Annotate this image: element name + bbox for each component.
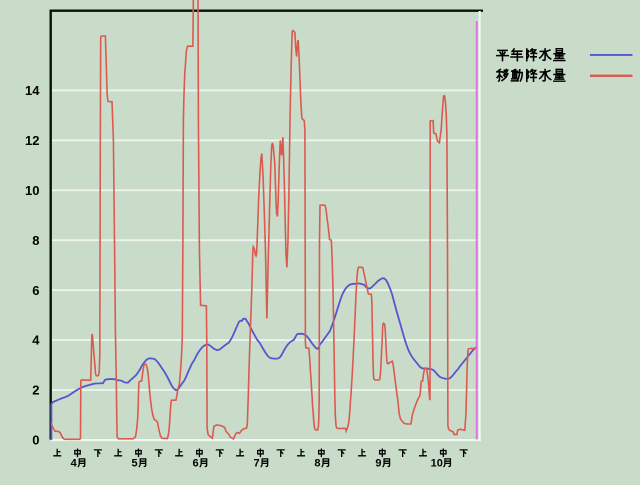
svg-text:0: 0 [32, 433, 39, 448]
svg-text:4: 4 [71, 457, 78, 469]
svg-text:14: 14 [25, 83, 40, 98]
svg-text:7: 7 [253, 457, 259, 469]
svg-text:5: 5 [132, 457, 138, 469]
svg-text:9: 9 [375, 457, 381, 469]
svg-text:10: 10 [431, 457, 443, 469]
svg-text:10: 10 [25, 183, 39, 198]
svg-text:4: 4 [32, 333, 40, 348]
svg-text:12: 12 [25, 133, 39, 148]
svg-text:6: 6 [32, 283, 39, 298]
svg-text:8: 8 [32, 233, 39, 248]
svg-text:2: 2 [32, 383, 39, 398]
svg-text:6: 6 [192, 457, 198, 469]
svg-text:8: 8 [314, 457, 320, 469]
